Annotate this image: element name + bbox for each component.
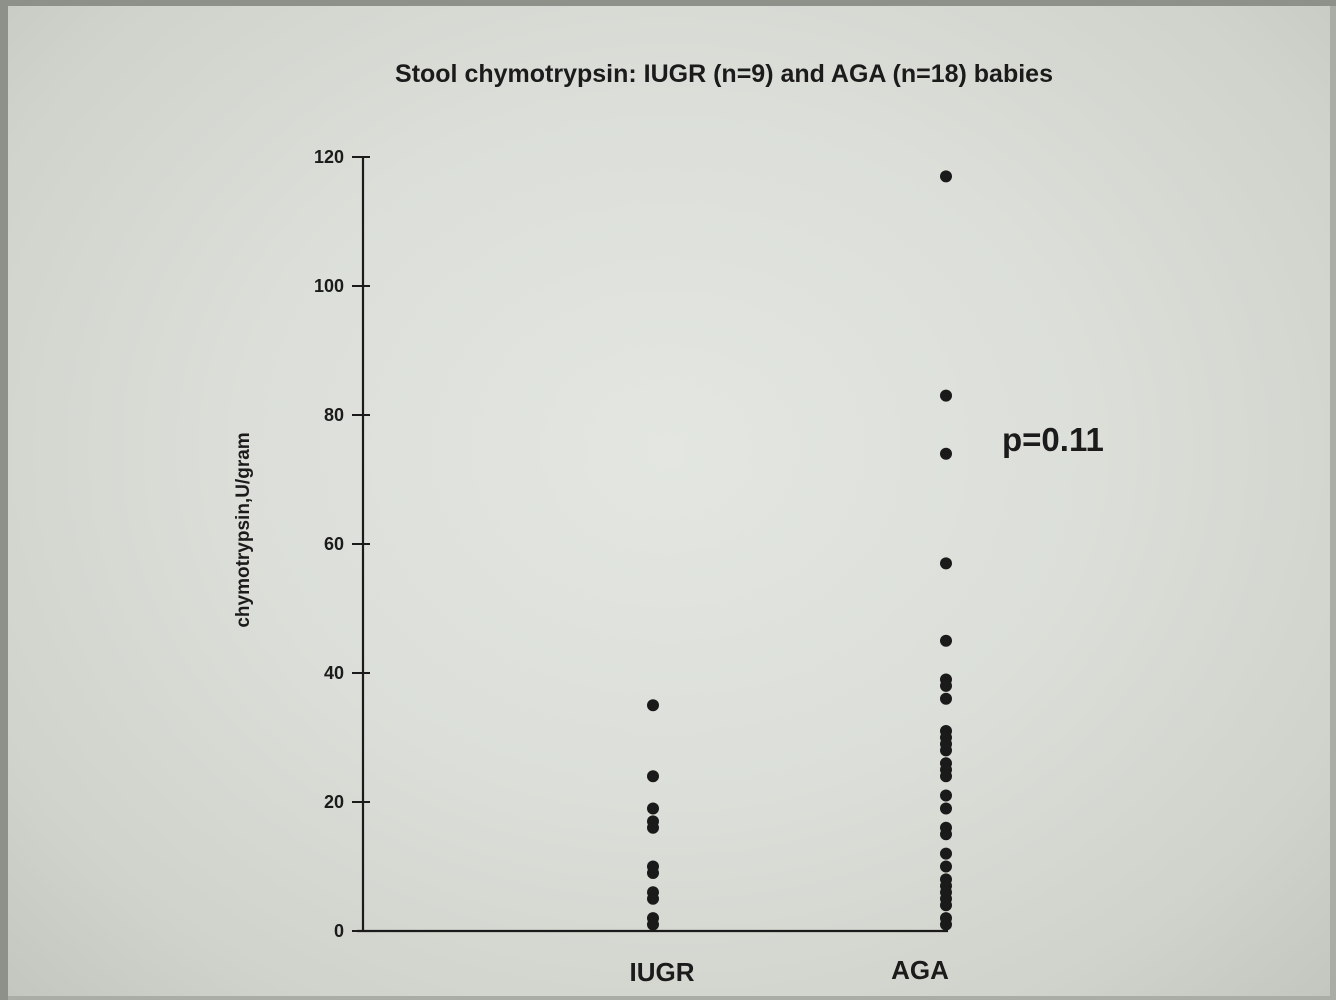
y-tick-label: 60	[324, 534, 344, 554]
data-point-aga	[940, 918, 952, 931]
y-tick-label: 80	[324, 405, 344, 425]
p-value-annotation: p=0.11	[1002, 421, 1104, 458]
data-point-iugr	[647, 770, 659, 783]
data-point-aga	[940, 847, 952, 860]
x-category-label-iugr: IUGR	[630, 957, 695, 987]
y-axis-title: chymotrypsin,U/gram	[233, 432, 254, 627]
data-point-iugr	[647, 821, 659, 834]
data-point-aga	[940, 389, 952, 402]
data-points	[647, 170, 952, 931]
data-point-iugr	[647, 699, 659, 712]
y-tick-label: 40	[324, 663, 344, 683]
y-tick-label: 0	[334, 921, 344, 941]
data-point-aga	[940, 557, 952, 570]
data-point-aga	[940, 770, 952, 783]
data-point-iugr	[647, 918, 659, 931]
data-point-aga	[940, 692, 952, 705]
data-point-aga	[940, 789, 952, 802]
data-point-aga	[940, 447, 952, 460]
data-point-iugr	[647, 866, 659, 879]
chart-title: Stool chymotrypsin: IUGR (n=9) and AGA (…	[395, 60, 1053, 88]
y-tick-label: 100	[314, 276, 344, 296]
x-category-label-aga: AGA	[891, 955, 949, 985]
data-point-aga	[940, 802, 952, 815]
data-point-iugr	[647, 802, 659, 815]
y-tick-label: 120	[314, 147, 344, 167]
data-point-aga	[940, 634, 952, 647]
data-point-aga	[940, 170, 952, 183]
y-axis-ticks: 0 20 40 60 80 100 120	[314, 147, 370, 941]
data-point-aga	[940, 679, 952, 692]
data-point-aga	[940, 828, 952, 841]
y-tick-label: 20	[324, 792, 344, 812]
data-point-aga	[940, 860, 952, 873]
data-point-aga	[940, 899, 952, 912]
data-point-aga	[940, 744, 952, 757]
data-point-iugr	[647, 892, 659, 905]
